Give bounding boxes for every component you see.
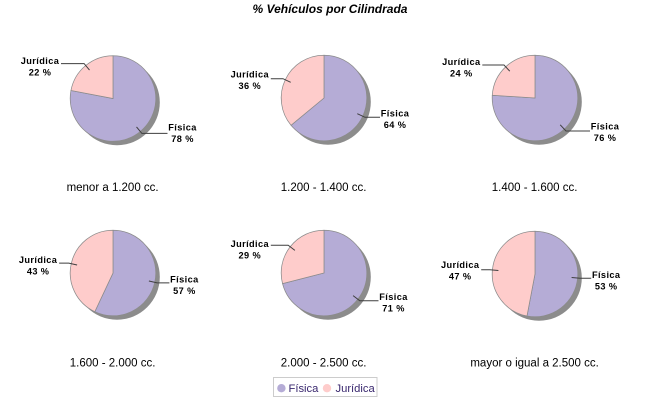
svg-text:Física: Física xyxy=(381,108,410,118)
svg-text:menor a 1.200 cc.: menor a 1.200 cc. xyxy=(67,182,159,194)
svg-text:Jurídica: Jurídica xyxy=(336,383,376,395)
svg-text:1.600 - 2.000 cc.: 1.600 - 2.000 cc. xyxy=(70,358,156,370)
svg-text:Jurídica: Jurídica xyxy=(21,56,60,66)
svg-text:1.400 - 1.600 cc.: 1.400 - 1.600 cc. xyxy=(492,182,578,194)
svg-text:Física: Física xyxy=(168,123,197,133)
svg-text:Jurídica: Jurídica xyxy=(19,255,58,265)
svg-text:Física: Física xyxy=(289,383,320,395)
svg-text:43 %: 43 % xyxy=(27,267,50,277)
svg-text:Jurídica: Jurídica xyxy=(441,260,480,270)
svg-text:Jurídica: Jurídica xyxy=(442,57,481,67)
svg-text:53 %: 53 % xyxy=(595,282,618,292)
svg-text:57 %: 57 % xyxy=(173,286,196,296)
svg-text:76 %: 76 % xyxy=(594,133,617,143)
svg-text:2.000 - 2.500 cc.: 2.000 - 2.500 cc. xyxy=(281,358,367,370)
svg-text:36 %: 36 % xyxy=(239,81,262,91)
svg-text:Física: Física xyxy=(379,292,408,302)
svg-text:Física: Física xyxy=(170,274,199,284)
svg-text:78 %: 78 % xyxy=(171,134,194,144)
svg-text:Física: Física xyxy=(592,270,621,280)
svg-text:Jurídica: Jurídica xyxy=(231,239,270,249)
svg-text:Física: Física xyxy=(591,122,620,132)
svg-text:% Vehículos por Cilindrada: % Vehículos por Cilindrada xyxy=(253,2,408,16)
svg-text:64 %: 64 % xyxy=(384,120,407,130)
svg-text:24 %: 24 % xyxy=(450,68,473,78)
svg-text:47 %: 47 % xyxy=(449,272,472,282)
svg-text:29 %: 29 % xyxy=(239,251,262,261)
svg-text:mayor o igual a 2.500 cc.: mayor o igual a 2.500 cc. xyxy=(470,358,599,370)
svg-text:22 %: 22 % xyxy=(29,67,52,77)
svg-text:1.200 - 1.400 cc.: 1.200 - 1.400 cc. xyxy=(281,182,367,194)
svg-text:Jurídica: Jurídica xyxy=(231,70,270,80)
svg-text:71 %: 71 % xyxy=(382,304,405,314)
